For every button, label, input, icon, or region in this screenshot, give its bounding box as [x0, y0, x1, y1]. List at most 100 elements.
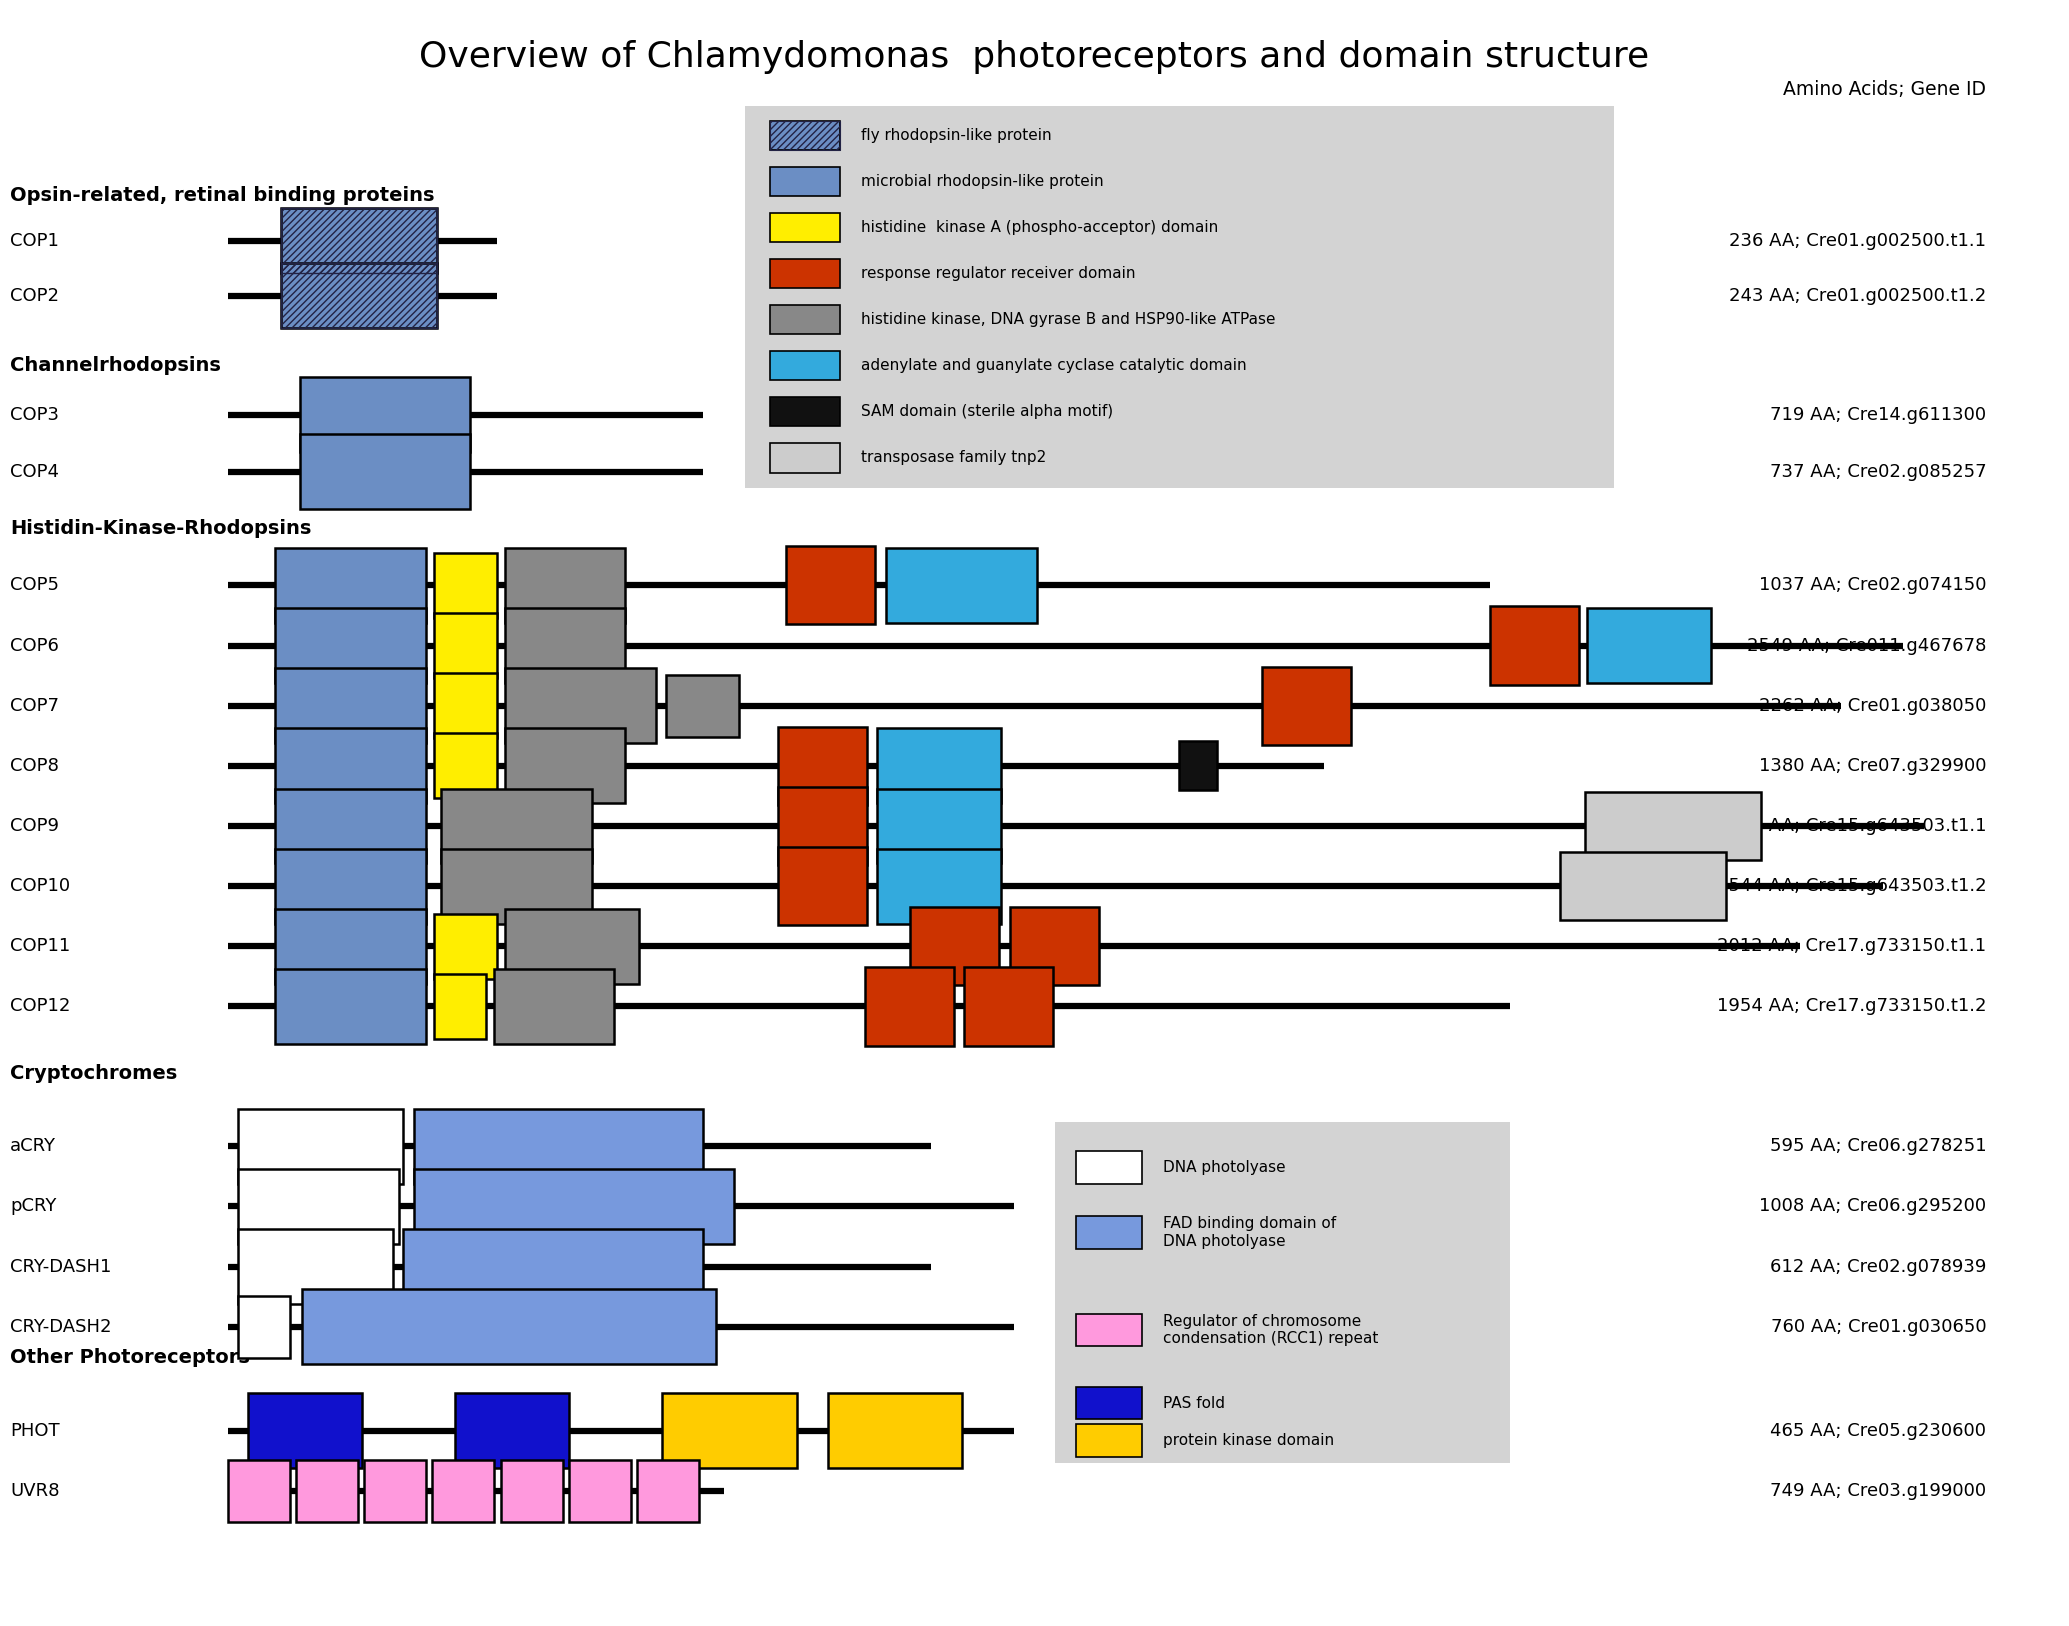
Bar — [275, 849, 426, 924]
Bar — [505, 548, 625, 623]
Text: 719 AA; Cre14.g611300: 719 AA; Cre14.g611300 — [1771, 405, 1986, 424]
Bar — [364, 1460, 426, 1522]
Text: COP1: COP1 — [10, 231, 60, 250]
Bar — [1076, 1314, 1142, 1346]
Bar — [281, 208, 437, 273]
Bar — [1076, 1151, 1142, 1184]
Text: 2012 AA; Cre17.g733150.t1.1: 2012 AA; Cre17.g733150.t1.1 — [1717, 937, 1986, 956]
Text: fly rhodopsin-like protein: fly rhodopsin-like protein — [861, 128, 1051, 143]
Bar — [414, 1109, 703, 1184]
Bar — [778, 847, 867, 925]
Bar — [770, 351, 840, 380]
Text: COP6: COP6 — [10, 636, 60, 655]
Text: 2549 AA; Cre011.g467678: 2549 AA; Cre011.g467678 — [1746, 636, 1986, 655]
Bar — [441, 849, 592, 924]
Text: COP8: COP8 — [10, 756, 60, 776]
Text: 243 AA; Cre01.g002500.t1.2: 243 AA; Cre01.g002500.t1.2 — [1730, 286, 1986, 306]
Bar — [770, 120, 840, 150]
Bar — [275, 608, 426, 683]
Bar — [275, 909, 426, 984]
Text: transposase family tnp2: transposase family tnp2 — [861, 450, 1047, 465]
Bar — [786, 546, 875, 624]
Bar — [877, 789, 1001, 863]
Text: Overview of Chlamydomonas  photoreceptors and domain structure: Overview of Chlamydomonas photoreceptors… — [420, 41, 1649, 73]
Text: CRY-DASH2: CRY-DASH2 — [10, 1317, 112, 1337]
Bar — [770, 444, 840, 473]
Text: Regulator of chromosome
condensation (RCC1) repeat: Regulator of chromosome condensation (RC… — [1163, 1314, 1378, 1346]
Text: COP2: COP2 — [10, 286, 60, 306]
Text: histidine kinase, DNA gyrase B and HSP90-like ATPase: histidine kinase, DNA gyrase B and HSP90… — [861, 312, 1275, 327]
Bar — [877, 728, 1001, 803]
Bar — [1490, 606, 1579, 685]
Text: PHOT: PHOT — [10, 1421, 60, 1441]
Bar — [778, 727, 867, 805]
Text: 1037 AA; Cre02.g074150: 1037 AA; Cre02.g074150 — [1759, 576, 1986, 595]
Bar — [275, 789, 426, 863]
Bar — [505, 608, 625, 683]
Bar — [964, 967, 1053, 1046]
Text: FAD binding domain of
DNA photolyase: FAD binding domain of DNA photolyase — [1163, 1216, 1337, 1249]
Bar — [441, 789, 592, 863]
Bar — [300, 377, 470, 452]
Bar — [238, 1169, 399, 1244]
Text: 2544 AA; Cre15.g643503.t1.2: 2544 AA; Cre15.g643503.t1.2 — [1717, 876, 1986, 896]
Bar — [296, 1460, 358, 1522]
Text: CRY-DASH1: CRY-DASH1 — [10, 1257, 112, 1276]
Bar — [403, 1229, 703, 1304]
Bar — [434, 613, 497, 678]
Text: 1954 AA; Cre17.g733150.t1.2: 1954 AA; Cre17.g733150.t1.2 — [1717, 997, 1986, 1016]
Bar — [1076, 1216, 1142, 1249]
Bar — [1179, 741, 1217, 790]
Text: DNA photolyase: DNA photolyase — [1163, 1159, 1285, 1176]
Bar — [238, 1296, 290, 1358]
Bar — [238, 1109, 403, 1184]
Bar — [281, 263, 437, 328]
Bar — [778, 787, 867, 865]
Text: COP11: COP11 — [10, 937, 70, 956]
Bar — [1076, 1424, 1142, 1457]
Bar — [281, 208, 437, 273]
Bar — [1076, 1387, 1142, 1419]
Text: Amino Acids; Gene ID: Amino Acids; Gene ID — [1783, 80, 1986, 99]
Bar — [877, 849, 1001, 924]
Text: 236 AA; Cre01.g002500.t1.1: 236 AA; Cre01.g002500.t1.1 — [1730, 231, 1986, 250]
Bar — [770, 306, 840, 335]
Text: SAM domain (sterile alpha motif): SAM domain (sterile alpha motif) — [861, 405, 1113, 420]
Bar — [501, 1460, 563, 1522]
Bar — [828, 1393, 962, 1468]
Bar — [1262, 667, 1351, 745]
Bar — [1587, 608, 1711, 683]
Bar — [910, 907, 999, 985]
Bar — [1560, 852, 1726, 920]
Text: COP3: COP3 — [10, 405, 60, 424]
Bar — [1585, 792, 1761, 860]
Text: COP7: COP7 — [10, 696, 60, 715]
Bar — [275, 668, 426, 743]
Text: 612 AA; Cre02.g078939: 612 AA; Cre02.g078939 — [1769, 1257, 1986, 1276]
Text: protein kinase domain: protein kinase domain — [1163, 1433, 1335, 1449]
Text: Opsin-related, retinal binding proteins: Opsin-related, retinal binding proteins — [10, 185, 434, 205]
Bar — [248, 1393, 362, 1468]
Text: Other Photoreceptors: Other Photoreceptors — [10, 1348, 250, 1367]
Text: UVR8: UVR8 — [10, 1481, 60, 1501]
Bar — [745, 106, 1614, 488]
Bar — [770, 167, 840, 197]
Text: 595 AA; Cre06.g278251: 595 AA; Cre06.g278251 — [1769, 1137, 1986, 1156]
Text: COP10: COP10 — [10, 876, 70, 896]
Bar — [432, 1460, 494, 1522]
Bar — [505, 909, 639, 984]
Bar — [666, 675, 739, 737]
Text: 760 AA; Cre01.g030650: 760 AA; Cre01.g030650 — [1771, 1317, 1986, 1337]
Bar — [434, 733, 497, 798]
Bar — [1055, 1122, 1510, 1463]
Bar — [275, 969, 426, 1044]
Bar — [434, 974, 486, 1039]
Bar — [865, 967, 954, 1046]
Bar — [494, 969, 614, 1044]
Text: 1008 AA; Cre06.g295200: 1008 AA; Cre06.g295200 — [1759, 1197, 1986, 1216]
Text: aCRY: aCRY — [10, 1137, 56, 1156]
Text: 2262 AA; Cre01.g038050: 2262 AA; Cre01.g038050 — [1759, 696, 1986, 715]
Text: 2593 AA; Cre15.g643503.t1.1: 2593 AA; Cre15.g643503.t1.1 — [1717, 816, 1986, 836]
Bar — [281, 263, 437, 328]
Bar — [569, 1460, 631, 1522]
